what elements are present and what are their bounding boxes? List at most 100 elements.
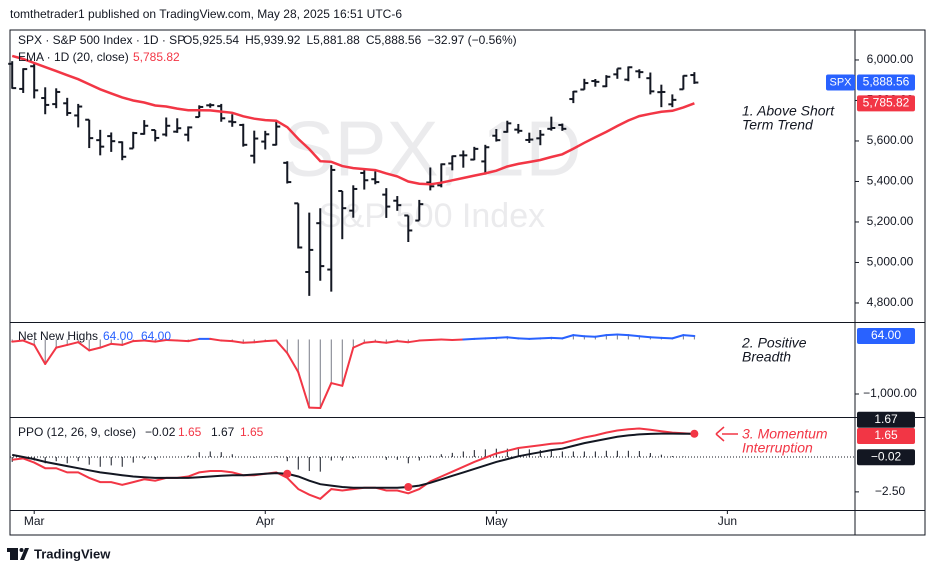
legend-key: L [306, 33, 313, 47]
annotation: 2. Positive [741, 335, 807, 351]
breadth-line [572, 334, 586, 338]
breadth-line [396, 340, 410, 344]
arrow [715, 426, 738, 442]
breadth-line [88, 346, 102, 352]
breadth-line [286, 352, 300, 374]
breadth-line [55, 343, 69, 349]
breadth-line [319, 382, 333, 410]
legend-value: 64.00 [141, 329, 171, 343]
ema-line [11, 54, 695, 186]
breadth-line [561, 334, 575, 340]
breadth-line [110, 342, 124, 346]
legend-value: 1.65 [240, 425, 264, 439]
legend-label: EMA · 1D (20, close) [18, 50, 129, 64]
breadth-line [154, 339, 168, 343]
legend-value: 64.00 [103, 329, 133, 343]
last-value-label: 1.65 [874, 428, 898, 442]
crossover-marker [404, 483, 413, 491]
watermark: SPX, 1D [282, 105, 581, 193]
legend-value: −32.97 (−0.56%) [427, 33, 516, 47]
legend-value: −0.02 [145, 425, 176, 439]
legend-key: C [366, 33, 375, 47]
breadth-line [671, 334, 685, 340]
legend-key: O [183, 33, 192, 47]
breadth-line [363, 340, 377, 344]
breadth-line [583, 335, 597, 338]
breadth-line [297, 371, 311, 409]
header: tomthetrader1 published on TradingView.c… [10, 7, 402, 21]
breadth-line [66, 341, 80, 346]
breadth-line [638, 335, 652, 339]
breadth-line [528, 337, 542, 340]
legend-value: 5,785.82 [133, 50, 180, 64]
legend-key: H [245, 33, 254, 47]
breadth-line [33, 343, 47, 366]
breadth-line [253, 340, 267, 344]
breadth-line [11, 339, 25, 343]
legend-value: 5,939.92 [254, 33, 301, 47]
y-tick-label: 6,000.00 [867, 52, 914, 66]
breadth-line [209, 337, 223, 342]
y-tick-label: 5,000.00 [867, 255, 914, 269]
breadth-line [99, 342, 113, 349]
legend-value: 1.65 [178, 425, 202, 439]
legend-title: PPO (12, 26, 9, close) [18, 425, 136, 439]
breadth-line [132, 339, 146, 343]
breadth-line [539, 336, 553, 340]
breadth-line [605, 333, 619, 337]
crossover-marker [283, 469, 292, 478]
x-tick-label: Apr [256, 514, 275, 528]
breadth-line [220, 339, 234, 343]
last-price-label-bg [857, 74, 915, 91]
breadth-line [275, 339, 289, 355]
last-value-label: 1.67 [874, 412, 898, 426]
breadth-line [242, 341, 256, 344]
breadth-line [176, 339, 190, 343]
ppo-line [12, 432, 695, 489]
breadth-line [341, 346, 355, 387]
x-tick-label: Jun [718, 514, 737, 528]
last-value-label-bg [857, 449, 915, 466]
breadth-line [264, 339, 278, 343]
y-tick-label: −2.50 [875, 484, 906, 498]
frame [9, 29, 926, 536]
breadth-line [495, 336, 509, 339]
breadth-line [660, 336, 674, 340]
breadth-line [616, 333, 630, 337]
annotation: Breadth [742, 349, 791, 365]
legend-value: 5,925.54 [192, 33, 239, 47]
legend-value: 5,888.56 [375, 33, 422, 47]
last-value-label-bg [857, 327, 915, 344]
y-tick-label: 4,800.00 [867, 295, 914, 309]
y-tick-label: 5,600.00 [867, 133, 914, 147]
footer-logo [7, 548, 29, 560]
breadth-line [440, 338, 454, 342]
breadth-line [594, 334, 608, 338]
symbol-tag-bg [826, 74, 855, 91]
breadth-line [231, 340, 245, 344]
legend-title: Net New Highs [18, 329, 98, 343]
breadth-line [649, 336, 663, 339]
breadth-line [627, 334, 641, 338]
breadth-line [385, 340, 399, 344]
watermark: S&P 500 Index [319, 197, 545, 235]
breadth-line [143, 339, 157, 343]
last-value-label-bg [857, 411, 915, 428]
breadth-line [44, 346, 58, 366]
breadth-line [407, 339, 421, 344]
breadth-line [429, 338, 443, 342]
breadth-line [462, 337, 476, 341]
breadth-line [187, 337, 201, 343]
breadth-line [451, 338, 465, 342]
annotation: Term Trend [742, 117, 814, 133]
breadth-line [330, 382, 344, 387]
breadth-line [374, 340, 388, 344]
breadth-line [550, 336, 564, 340]
ema-last-label-bg [857, 95, 915, 112]
legend-value: 1.67 [211, 425, 235, 439]
breadth-line [517, 337, 531, 340]
breadth-line [506, 336, 520, 340]
breadth-line [165, 339, 179, 342]
